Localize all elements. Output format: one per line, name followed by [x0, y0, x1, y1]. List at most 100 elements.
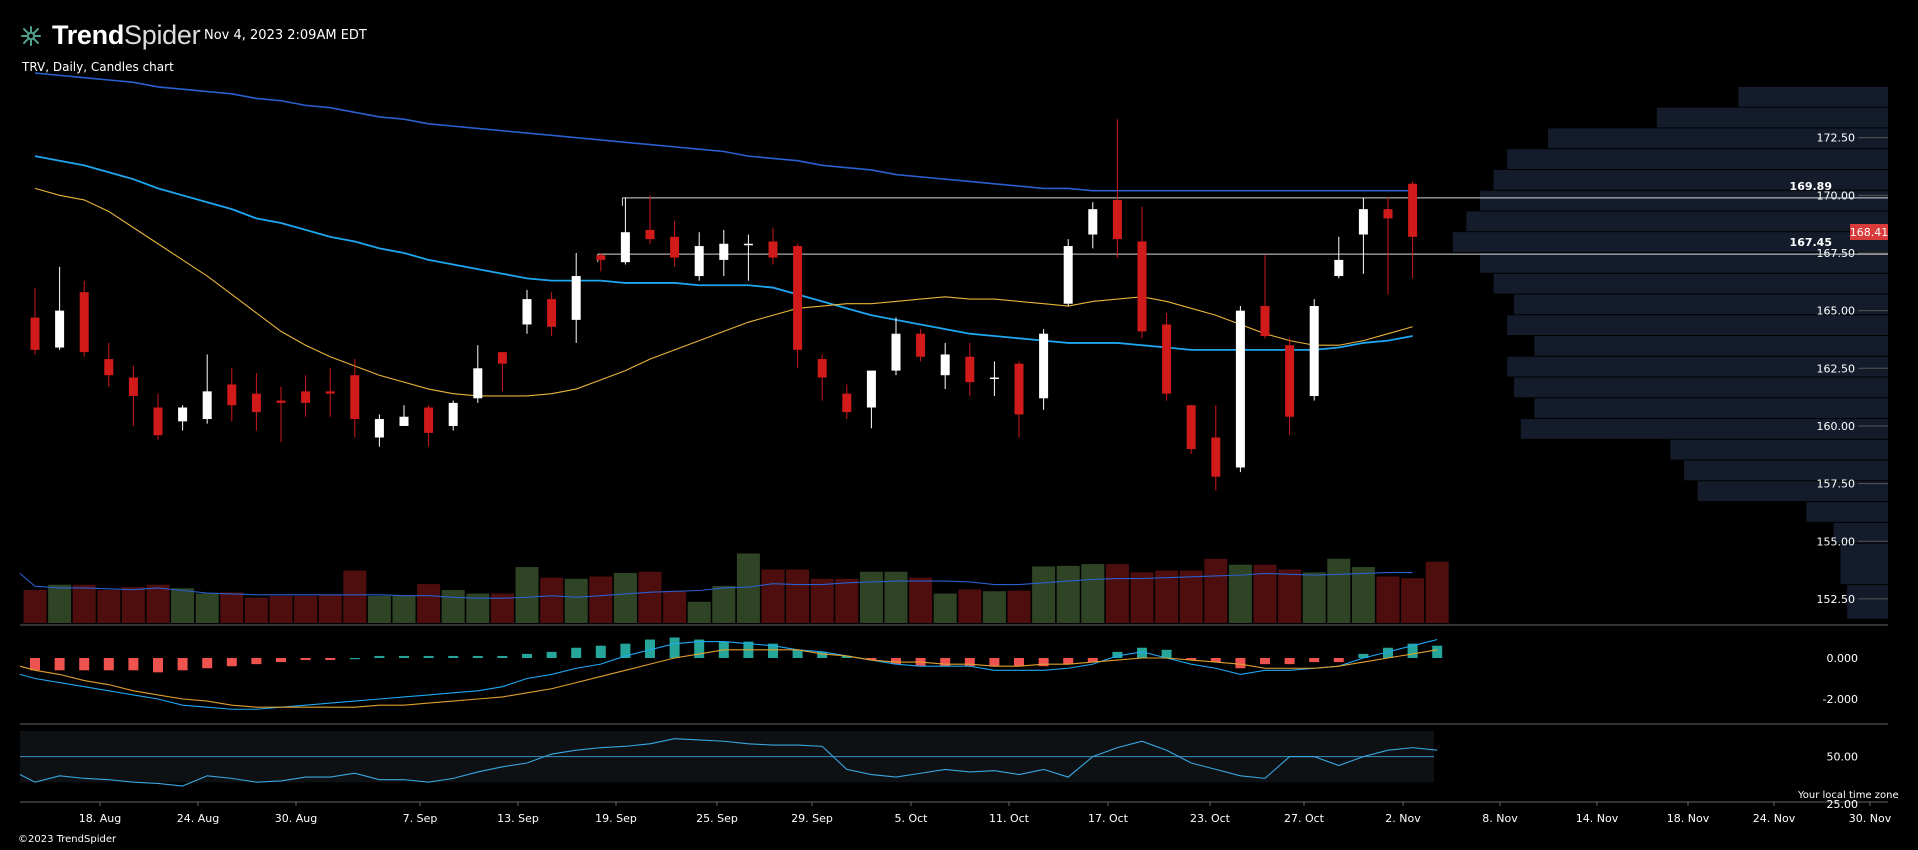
volume-bar: [835, 578, 859, 623]
volume-profile-bar: [1452, 232, 1888, 252]
copyright: ©2023 TrendSpider: [18, 834, 117, 845]
candle-body[interactable]: [743, 243, 753, 246]
candle-body[interactable]: [1260, 306, 1270, 337]
candle-body[interactable]: [251, 393, 261, 413]
candle-body[interactable]: [670, 236, 680, 258]
candle-body[interactable]: [645, 229, 655, 240]
candle-body[interactable]: [1334, 259, 1344, 277]
candle-body[interactable]: [1112, 199, 1122, 240]
volume-bar: [884, 571, 908, 623]
candle-body[interactable]: [79, 292, 89, 353]
candle-body[interactable]: [424, 407, 434, 433]
candle-body[interactable]: [547, 299, 557, 327]
candle-body[interactable]: [1088, 209, 1098, 235]
candle-body[interactable]: [891, 333, 901, 371]
macd-histogram-bar: [1014, 658, 1024, 667]
volume-profile-bar: [1684, 460, 1888, 481]
volume-bar: [1327, 558, 1351, 623]
candle-body[interactable]: [571, 276, 581, 320]
candle-body[interactable]: [694, 246, 704, 277]
volume-bar: [982, 591, 1006, 623]
candle-body[interactable]: [227, 384, 237, 406]
volume-bar: [1081, 564, 1105, 623]
volume-bar: [1425, 561, 1449, 623]
volume-bar: [1155, 570, 1179, 623]
candle-body[interactable]: [1235, 310, 1245, 468]
macd-histogram-bar: [669, 637, 680, 658]
time-axis-label: 8. Nov: [1482, 812, 1518, 825]
candle-body[interactable]: [965, 356, 975, 383]
volume-bar: [269, 595, 293, 623]
time-axis-label: 25. Sep: [696, 812, 738, 825]
candle-body[interactable]: [1186, 405, 1196, 450]
spider-logo-icon: [21, 25, 41, 46]
candle-body[interactable]: [1063, 246, 1073, 304]
macd-histogram-bar: [1260, 658, 1270, 665]
candle-body[interactable]: [276, 400, 286, 403]
volume-profile-bar: [1514, 377, 1888, 398]
candle-body[interactable]: [128, 377, 138, 396]
price-axis-label: 155.00: [1817, 535, 1856, 548]
volume-bar: [859, 571, 883, 623]
candle-body[interactable]: [399, 416, 409, 426]
candle-body[interactable]: [1358, 209, 1368, 235]
candle-body[interactable]: [793, 246, 803, 350]
macd-histogram-bar: [423, 655, 434, 658]
candle-body[interactable]: [989, 377, 999, 380]
macd-histogram-bar: [497, 655, 508, 658]
candle-body[interactable]: [596, 255, 606, 260]
macd-histogram-bar: [817, 651, 828, 658]
candle-body[interactable]: [473, 368, 483, 399]
candle-body[interactable]: [1309, 306, 1319, 396]
candle-body[interactable]: [768, 241, 778, 258]
candle-body[interactable]: [325, 391, 335, 394]
time-axis-label: 27. Oct: [1284, 812, 1325, 825]
candle-body[interactable]: [916, 333, 926, 357]
candle-body[interactable]: [497, 352, 507, 364]
candle-body[interactable]: [1285, 345, 1295, 417]
price-axis-label: 167.50: [1817, 247, 1856, 260]
candle-body[interactable]: [842, 393, 852, 413]
candle-body[interactable]: [202, 391, 212, 420]
volume-bar: [466, 593, 490, 623]
candle-body[interactable]: [1162, 324, 1172, 394]
volume-profile-bar: [1847, 585, 1888, 619]
volume-bar: [1032, 566, 1056, 623]
candle-body[interactable]: [817, 359, 827, 378]
candle-body[interactable]: [153, 407, 163, 436]
candle-body[interactable]: [1383, 209, 1393, 219]
volume-profile-bar: [1548, 128, 1888, 149]
macd-histogram-bar: [1333, 658, 1344, 663]
time-axis-label: 29. Sep: [791, 812, 833, 825]
candle-body[interactable]: [55, 310, 65, 348]
candle-body[interactable]: [374, 419, 384, 438]
candle-body[interactable]: [1211, 437, 1221, 477]
candle-body[interactable]: [350, 375, 360, 420]
macd-histogram-bar: [1284, 658, 1295, 665]
volume-profile-bar: [1840, 543, 1888, 585]
brand-logo: TrendSpider: [18, 20, 201, 51]
macd-histogram-bar: [595, 645, 606, 658]
candle-body[interactable]: [866, 370, 876, 408]
candle-body[interactable]: [620, 232, 630, 263]
candle-body[interactable]: [940, 354, 950, 376]
candle-body[interactable]: [1039, 333, 1049, 399]
candle-body[interactable]: [448, 402, 458, 426]
volume-bar: [392, 595, 416, 623]
volume-bar: [1302, 572, 1326, 623]
candle-body[interactable]: [719, 243, 729, 260]
time-axis-label: 14. Nov: [1576, 812, 1619, 825]
candle-body[interactable]: [104, 359, 114, 376]
sma-short-line: [34, 187, 1413, 397]
candle-body[interactable]: [1408, 183, 1418, 237]
brand-name: TrendSpider: [52, 20, 201, 50]
candle-body[interactable]: [30, 317, 40, 350]
candle-body[interactable]: [301, 391, 311, 403]
candle-body[interactable]: [1137, 241, 1147, 332]
volume-bar: [244, 597, 268, 623]
candle-body[interactable]: [522, 299, 532, 325]
candle-body[interactable]: [178, 407, 188, 422]
candle-body[interactable]: [1014, 363, 1024, 415]
macd-histogram-bar: [177, 658, 188, 671]
